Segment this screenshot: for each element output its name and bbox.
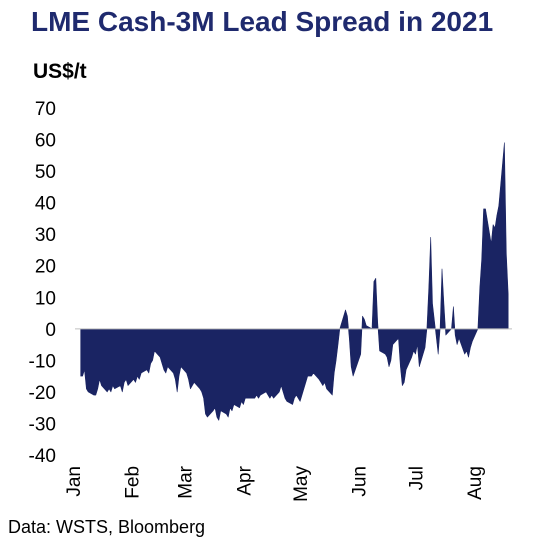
x-tick-label: Apr	[234, 465, 255, 495]
chart-title: LME Cash-3M Lead Spread in 2021	[31, 6, 494, 37]
y-tick-label: 50	[35, 162, 56, 183]
x-axis-ticks: Jan Feb Mar Apr May Jun Jul Aug	[64, 465, 486, 502]
y-tick-label: -30	[29, 414, 56, 435]
x-tick-label: May	[291, 465, 312, 501]
y-tick-label: -20	[29, 383, 56, 404]
y-tick-label: -10	[29, 351, 56, 372]
y-tick-label: 40	[35, 194, 56, 215]
x-tick-label: Jul	[406, 466, 427, 490]
y-axis-ticks: 70 60 50 40 30 20 10 0 -10 -20 -30 -40	[29, 99, 56, 467]
spread-area	[80, 142, 509, 421]
data-source-note: Data: WSTS, Bloomberg	[8, 517, 206, 537]
y-tick-label: 60	[35, 131, 56, 152]
x-tick-label: Feb	[123, 466, 144, 499]
y-tick-label: 10	[35, 288, 56, 309]
x-tick-label: Jun	[350, 466, 371, 497]
y-tick-label: 20	[35, 257, 56, 278]
y-tick-label: 0	[45, 320, 56, 341]
y-tick-label: 30	[35, 225, 56, 246]
y-tick-label: -40	[29, 446, 56, 467]
area-layer	[80, 142, 509, 421]
y-tick-label: 70	[35, 99, 56, 120]
x-tick-label: Aug	[465, 466, 486, 500]
x-tick-label: Jan	[64, 466, 85, 497]
y-axis-unit-label: US$/t	[33, 60, 87, 83]
x-tick-label: Mar	[176, 465, 197, 498]
